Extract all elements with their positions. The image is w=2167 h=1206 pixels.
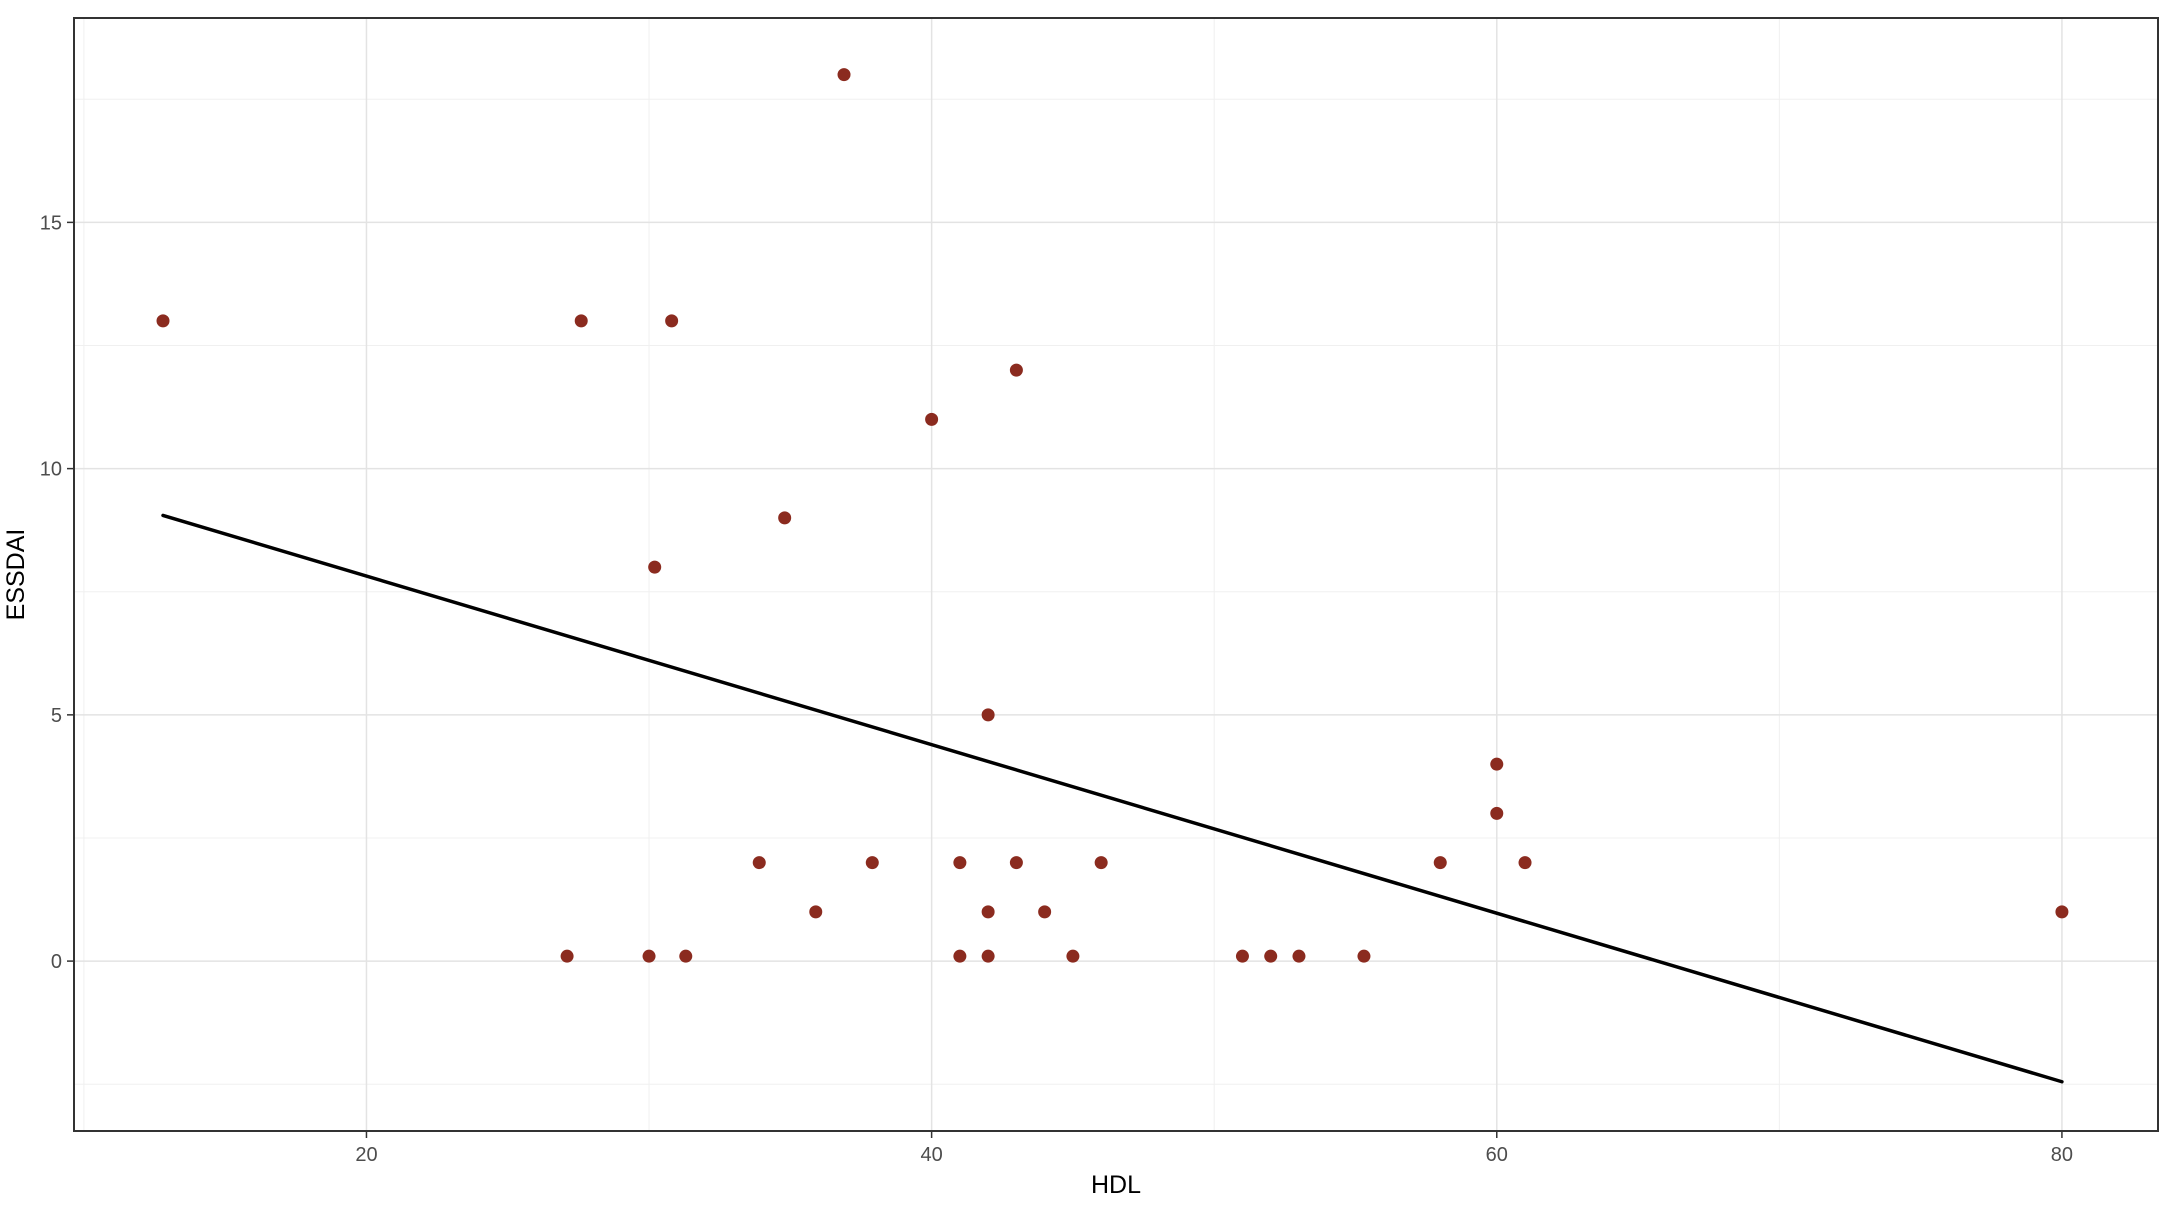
data-point: [1357, 949, 1371, 963]
data-point: [2055, 905, 2069, 919]
data-point: [156, 314, 170, 328]
data-point: [809, 905, 823, 919]
data-point: [1490, 806, 1504, 820]
plot-panel-border: [73, 17, 2159, 1132]
data-point: [865, 856, 879, 870]
data-point: [1038, 905, 1052, 919]
x-axis-ticks: 20 40 60 80: [355, 1131, 2073, 1166]
data-point: [1264, 949, 1278, 963]
data-point: [1433, 856, 1447, 870]
data-point: [1235, 949, 1249, 963]
data-point: [1009, 363, 1023, 377]
data-point: [560, 949, 574, 963]
x-tick-label: 40: [920, 1144, 942, 1166]
data-point: [1292, 949, 1306, 963]
trend-line: [161, 513, 2064, 1084]
y-tick-label: 15: [40, 212, 62, 234]
x-tick-label: 80: [2051, 1144, 2073, 1166]
minor-grid: [74, 18, 2158, 1131]
data-point: [778, 511, 792, 525]
data-point: [1009, 856, 1023, 870]
data-point: [981, 708, 995, 722]
y-axis-title: ESSDAI: [2, 529, 30, 621]
y-axis-ticks: 0 5 10 15: [40, 212, 74, 973]
data-point: [679, 949, 693, 963]
data-point: [1490, 757, 1504, 771]
x-tick-label: 60: [1486, 1144, 1508, 1166]
major-grid: [74, 18, 2158, 1131]
data-point: [981, 949, 995, 963]
data-point: [642, 949, 656, 963]
x-tick-label: 20: [355, 1144, 377, 1166]
data-point: [981, 905, 995, 919]
data-point: [752, 856, 766, 870]
data-point: [665, 314, 679, 328]
y-tick-label: 10: [40, 459, 62, 481]
data-point: [837, 68, 851, 82]
trend-line-group: [161, 513, 2064, 1084]
data-point: [648, 560, 662, 574]
y-tick-label: 5: [51, 705, 62, 727]
data-point: [925, 412, 939, 426]
data-point: [953, 949, 967, 963]
data-point: [953, 856, 967, 870]
data-point: [1518, 856, 1532, 870]
data-points: [156, 68, 2069, 963]
data-point: [574, 314, 588, 328]
data-point: [1066, 949, 1080, 963]
y-tick-label: 0: [51, 951, 62, 973]
x-axis-title: HDL: [1091, 1171, 1141, 1199]
data-point: [1094, 856, 1108, 870]
